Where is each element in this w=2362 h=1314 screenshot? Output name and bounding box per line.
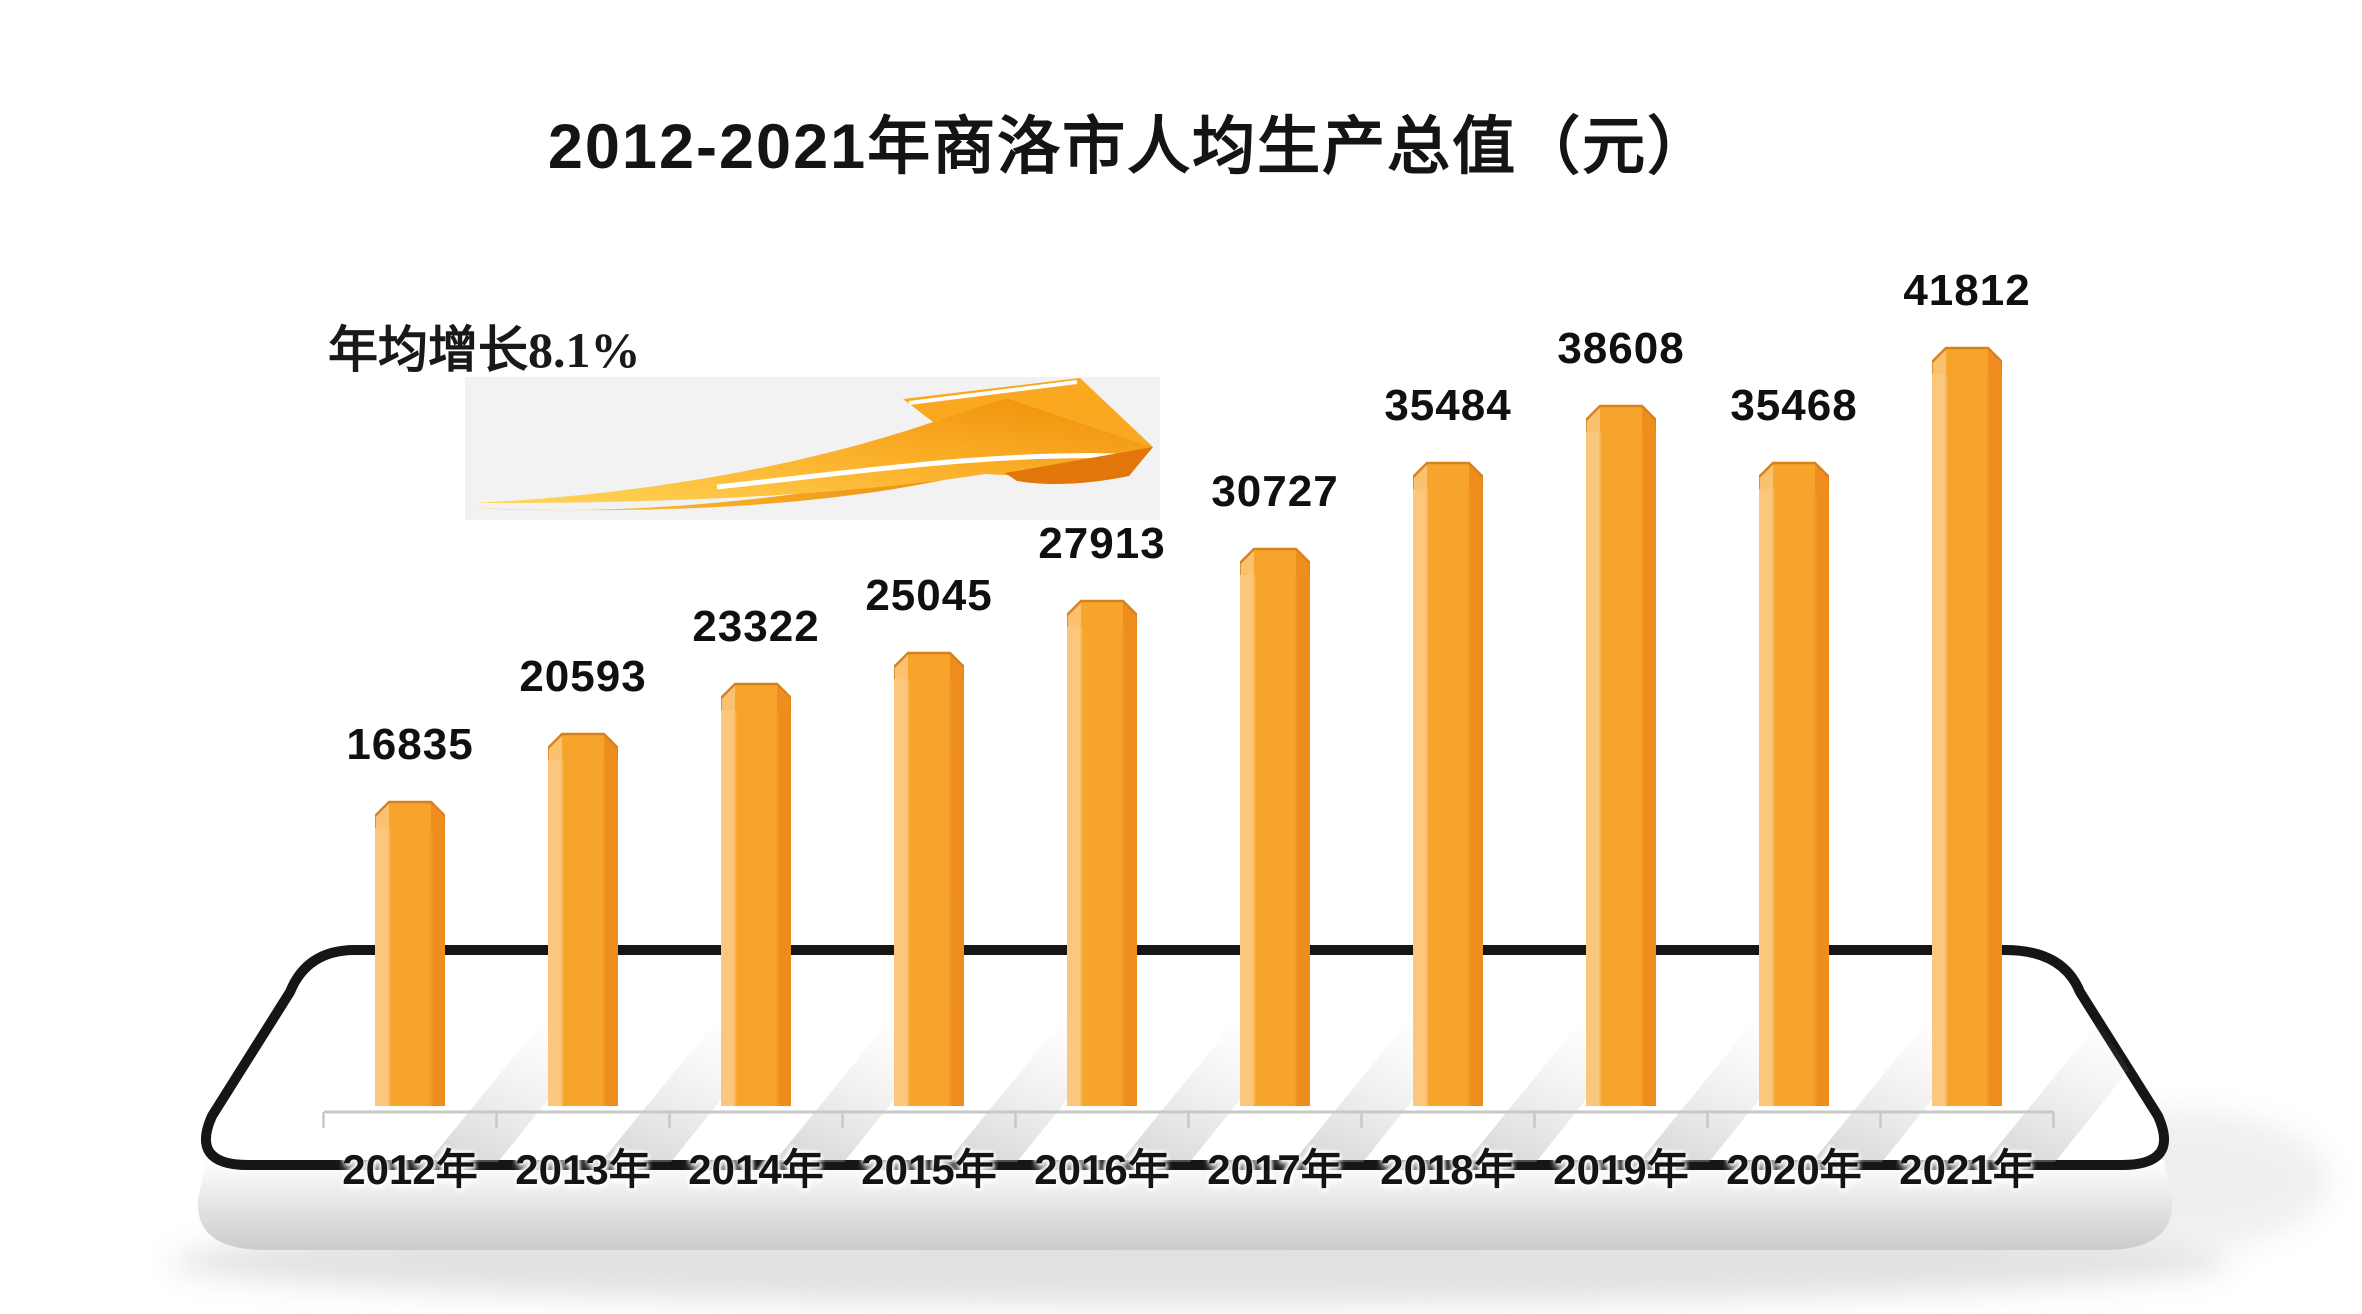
bar-value-label: 38608 [1557,324,1685,373]
bar-value-label: 30727 [1211,467,1339,516]
bar-cap [1586,404,1656,434]
bar-cap [375,800,445,830]
bar-2018年 [1413,461,1483,1106]
bar-2013年 [548,732,618,1106]
growth-arrow-panel [465,377,1160,520]
x-tick-label: 2014年 [688,1146,824,1193]
bar-cap [1413,461,1483,491]
bar-value-label: 27913 [1038,519,1166,568]
bar-value-label: 23322 [692,602,820,651]
bar-2016年 [1067,599,1137,1106]
x-tick-label: 2018年 [1380,1146,1516,1193]
x-tick-label: 2012年 [342,1146,478,1193]
bar-body [1932,374,2002,1106]
bar-2014年 [721,682,791,1106]
bar-body [1759,489,1829,1106]
bar-body [1586,432,1656,1106]
bar-2019年 [1586,404,1656,1106]
bar-2012年 [375,800,445,1106]
bar-cap [548,732,618,762]
bar-body [894,679,964,1106]
growth-arrow-icon [471,378,1153,511]
x-tick-label: 2015年 [861,1146,997,1193]
bar-body [721,710,791,1106]
bar-value-label: 35468 [1730,381,1858,430]
bar-value-label: 35484 [1384,381,1512,430]
bar-2017年 [1240,547,1310,1106]
x-tick-label: 2019年 [1553,1146,1689,1193]
growth-annotation: 年均增长8.1% [328,322,641,378]
bar-body [548,760,618,1106]
bar-cap [1067,599,1137,629]
x-tick-label: 2016年 [1034,1146,1170,1193]
bar-cap [1932,346,2002,376]
bar-cap [1759,461,1829,491]
bar-2015年 [894,651,964,1106]
platform-front-face [197,1160,2173,1250]
x-tick-label: 2013年 [515,1146,651,1193]
chart-title: 2012-2021年商洛市人均生产总值（元） [547,112,1713,182]
bar-value-label: 20593 [519,652,647,701]
bar-body [1240,575,1310,1106]
x-tick-label: 2017年 [1207,1146,1343,1193]
bar-body [1067,627,1137,1106]
bar-value-label: 16835 [346,720,474,769]
bar-cap [721,682,791,712]
bar-cap [894,651,964,681]
x-tick-label: 2021年 [1899,1146,2035,1193]
bar-body [1413,489,1483,1106]
bar-value-label: 25045 [865,571,993,620]
bar-2020年 [1759,461,1829,1106]
bar-cap [1240,547,1310,577]
x-tick-label: 2020年 [1726,1146,1862,1193]
x-axis [322,1110,2055,1128]
bar-body [375,828,445,1106]
bar-value-label: 41812 [1903,266,2031,315]
bar-2021年 [1932,346,2002,1106]
